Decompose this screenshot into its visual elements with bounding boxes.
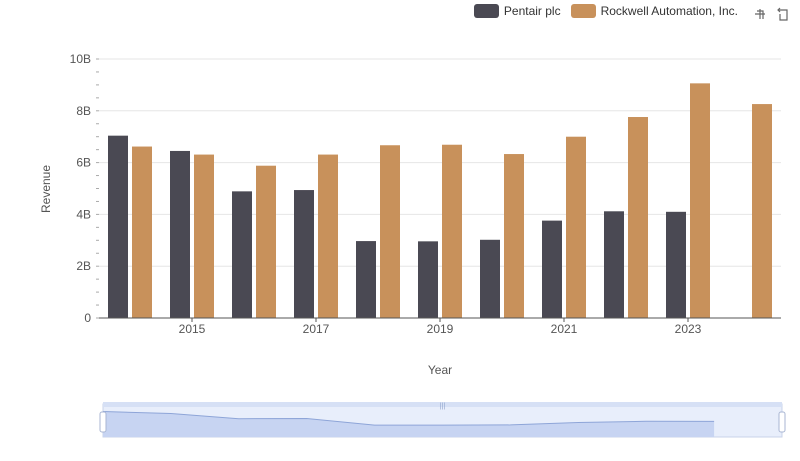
x-axis-title: Year xyxy=(428,363,452,377)
x-tick-label: 2021 xyxy=(551,322,578,336)
y-tick-label: 0 xyxy=(84,311,91,325)
y-tick-label: 8B xyxy=(76,104,91,118)
datazoom-preview-line xyxy=(102,411,715,426)
datazoom-top-bar xyxy=(103,402,782,407)
bar-rockwell xyxy=(690,83,710,318)
bar-pentair xyxy=(356,241,376,318)
x-tick-label: 2023 xyxy=(675,322,702,336)
bar-rockwell xyxy=(752,104,772,318)
legend-item-pentair[interactable]: Pentair plc xyxy=(473,4,561,18)
toolbox xyxy=(752,6,792,22)
bar-rockwell xyxy=(132,146,152,318)
bar-pentair xyxy=(666,211,686,318)
bar-pentair xyxy=(232,191,252,318)
bar-pentair xyxy=(604,211,624,318)
bar-rockwell xyxy=(442,144,462,318)
bar-rockwell xyxy=(256,165,276,318)
bar-rockwell xyxy=(566,136,586,318)
y-tick-label: 2B xyxy=(76,259,91,273)
bar-pentair xyxy=(170,150,190,318)
datazoom-handle-left[interactable] xyxy=(99,411,107,433)
bar-rockwell xyxy=(318,154,338,318)
bar-rockwell xyxy=(504,154,524,318)
y-axis-title: Revenue xyxy=(39,165,53,213)
x-tick-label: 2015 xyxy=(179,322,206,336)
legend-swatch-rockwell xyxy=(570,4,596,18)
bar-rockwell xyxy=(380,145,400,318)
bar-pentair xyxy=(542,220,562,318)
legend-swatch-pentair xyxy=(473,4,499,18)
datazoom-preview-area xyxy=(103,411,715,437)
bar-pentair xyxy=(108,135,128,318)
bar-pentair xyxy=(294,190,314,318)
y-tick-label: 6B xyxy=(76,156,91,170)
legend: Pentair plc Rockwell Automation, Inc. xyxy=(473,4,738,18)
datazoom-handle-right[interactable] xyxy=(778,411,786,433)
bar-pentair xyxy=(480,239,500,318)
y-tick-label: 4B xyxy=(76,207,91,221)
bar-rockwell xyxy=(628,117,648,319)
y-tick-label: 10B xyxy=(70,52,91,66)
zoom-icon[interactable] xyxy=(752,6,768,22)
restore-icon[interactable] xyxy=(776,6,792,22)
datazoom-grip: ||| xyxy=(440,403,446,410)
legend-label-pentair: Pentair plc xyxy=(503,4,561,18)
bar-rockwell xyxy=(194,154,214,318)
x-tick-label: 2017 xyxy=(303,322,330,336)
x-tick-label: 2019 xyxy=(427,322,454,336)
bar-pentair xyxy=(418,241,438,318)
legend-item-rockwell[interactable]: Rockwell Automation, Inc. xyxy=(570,4,738,18)
legend-label-rockwell: Rockwell Automation, Inc. xyxy=(600,4,738,18)
